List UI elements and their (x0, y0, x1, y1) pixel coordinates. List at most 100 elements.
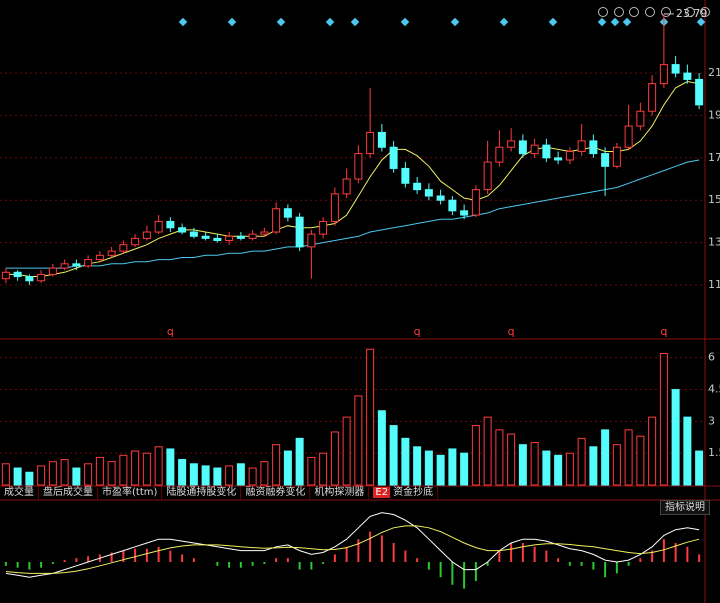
y-tick-label: 6 (708, 351, 715, 364)
y-tick-label: 17 (708, 151, 720, 164)
volume-bar (272, 444, 281, 486)
volume-bar (95, 456, 104, 486)
volume-bar (671, 389, 680, 486)
volume-bar (248, 467, 257, 486)
candle-body (84, 259, 93, 267)
volume-bar (225, 465, 234, 486)
candle-body (330, 193, 339, 222)
candle-body (342, 178, 351, 195)
volume-bar (37, 465, 46, 486)
tab[interactable]: 机构探测器 (310, 486, 370, 500)
candle-body (295, 216, 304, 248)
tab-label: 资金抄底 (393, 487, 434, 498)
candle-body (483, 161, 492, 191)
event-diamond (548, 17, 558, 27)
volume-bar (189, 463, 198, 486)
volume-bar (178, 459, 187, 486)
tab[interactable]: 陆股通持股变化 (162, 486, 242, 500)
tab[interactable]: 成交量 (0, 486, 39, 500)
event-diamond (450, 17, 460, 27)
event-diamond (622, 17, 632, 27)
toolbar-icon (645, 7, 655, 17)
volume-bar (683, 416, 692, 486)
volume-bar (201, 465, 210, 486)
volume-bar (518, 444, 527, 486)
candle-body (624, 125, 633, 148)
toolbar-icon (700, 7, 710, 17)
volume-bar (636, 435, 645, 486)
candle-body (530, 144, 539, 155)
volume-bar (48, 461, 57, 486)
tab[interactable]: 融资融券变化 (241, 486, 311, 500)
candle-body (460, 210, 469, 216)
volume-bar (142, 452, 151, 486)
candle-body (319, 220, 328, 235)
volume-bar (84, 463, 93, 486)
volume-bar (542, 450, 551, 486)
volume-bar (260, 461, 269, 486)
volume-bar (119, 454, 128, 486)
tab[interactable]: 市盈率(ttm) (98, 486, 163, 500)
event-diamond (499, 17, 509, 27)
candle-body (424, 189, 433, 197)
toolbar-icon (629, 7, 639, 17)
event-diamond (610, 17, 620, 27)
candle-body (107, 250, 116, 256)
volume-bar (448, 448, 457, 486)
candle-body (518, 140, 527, 155)
y-tick-label: 21 (708, 66, 720, 79)
candle-body (659, 64, 668, 85)
volume-bar (507, 433, 516, 486)
candle-body (25, 276, 34, 282)
ma-line (5, 80, 700, 277)
candle-body (154, 220, 163, 233)
indicator-tabs: 成交量 盘后成交量 市盈率(ttm) 陆股通持股变化 融资融券变化 机构探测器 E2 资金抄底 (0, 486, 720, 500)
y-tick-label: 11 (708, 278, 720, 291)
volume-bar (589, 446, 598, 486)
event-diamond (400, 17, 410, 27)
candle-body (471, 189, 480, 216)
volume-bar (319, 452, 328, 486)
macd-line (5, 525, 700, 574)
help-button[interactable]: 指标说明 (660, 500, 710, 515)
y-tick-label: 4.5 (708, 383, 720, 396)
tab[interactable]: 盘后成交量 (39, 486, 98, 500)
event-marker: q (414, 325, 421, 338)
candle-body (272, 208, 281, 233)
candle-body (577, 140, 586, 152)
volume-bar (307, 456, 316, 486)
volume-bar (377, 410, 386, 486)
volume-bar (460, 452, 469, 486)
volume-bar (295, 437, 304, 486)
tab[interactable]: E2 资金抄底 (369, 486, 439, 500)
candle-body (260, 231, 269, 235)
volume-bar (624, 429, 633, 486)
event-diamond (597, 17, 607, 27)
candle-body (60, 263, 69, 269)
volume-bar (107, 461, 116, 486)
volume-bar (565, 452, 574, 486)
candle-body (636, 110, 645, 127)
volume-bar (283, 450, 292, 486)
candle-body (37, 273, 46, 282)
candle-body (178, 227, 187, 233)
candle-body (683, 72, 692, 80)
volume-bar (330, 431, 339, 486)
candle-body (236, 235, 245, 239)
volume-bar (60, 459, 69, 486)
candle-body (671, 64, 680, 74)
candle-body (401, 167, 410, 184)
y-tick-label: 1.5 (708, 446, 720, 459)
volume-bar (436, 454, 445, 486)
candle-body (213, 237, 222, 242)
candle-body (72, 263, 81, 267)
event-marker: q (167, 325, 174, 338)
candle-body (542, 144, 551, 159)
event-diamond (276, 17, 286, 27)
ma-line (5, 159, 700, 269)
toolbar-icon (614, 7, 624, 17)
volume-bar (131, 450, 140, 486)
volume-bar (424, 450, 433, 486)
event-diamond (350, 17, 360, 27)
candle-body (166, 220, 175, 229)
